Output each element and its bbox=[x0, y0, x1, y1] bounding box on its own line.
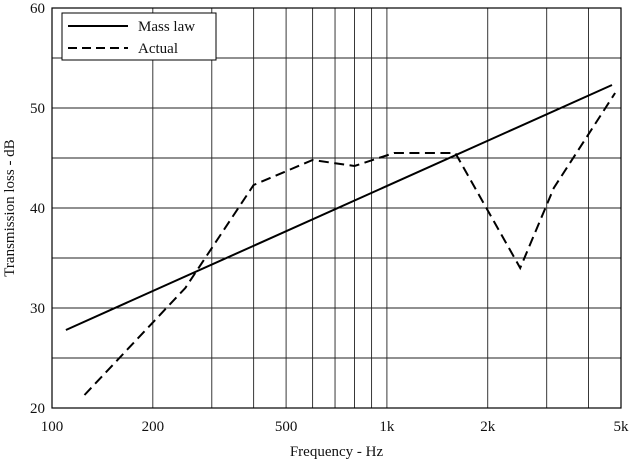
series-line-mass-law bbox=[65, 84, 613, 331]
legend-label-mass-law: Mass law bbox=[138, 19, 195, 35]
y-tick-label: 30 bbox=[30, 301, 45, 317]
legend-label-actual: Actual bbox=[138, 41, 178, 57]
legend-box bbox=[61, 12, 217, 61]
plot-area-frame bbox=[51, 7, 622, 409]
x-tick-label: 100 bbox=[41, 419, 64, 435]
y-tick-label: 40 bbox=[30, 201, 45, 217]
data-series bbox=[65, 84, 616, 396]
x-tick-label: 5k bbox=[614, 419, 630, 435]
legend: Mass law Actual bbox=[61, 12, 217, 61]
y-tick-label: 50 bbox=[30, 101, 45, 117]
series-line-actual bbox=[83, 92, 616, 396]
tick-labels: 100 200 500 1k 2k 5k 20 30 40 50 60 bbox=[30, 1, 629, 435]
x-axis-label: Frequency - Hz bbox=[290, 444, 384, 460]
x-tick-label: 200 bbox=[142, 419, 165, 435]
y-axis-label: Transmission loss - dB bbox=[2, 139, 18, 276]
x-tick-label: 500 bbox=[275, 419, 298, 435]
x-tick-label: 2k bbox=[480, 419, 496, 435]
y-tick-label: 60 bbox=[30, 1, 45, 17]
y-tick-label: 20 bbox=[30, 401, 45, 417]
x-tick-label: 1k bbox=[379, 419, 395, 435]
